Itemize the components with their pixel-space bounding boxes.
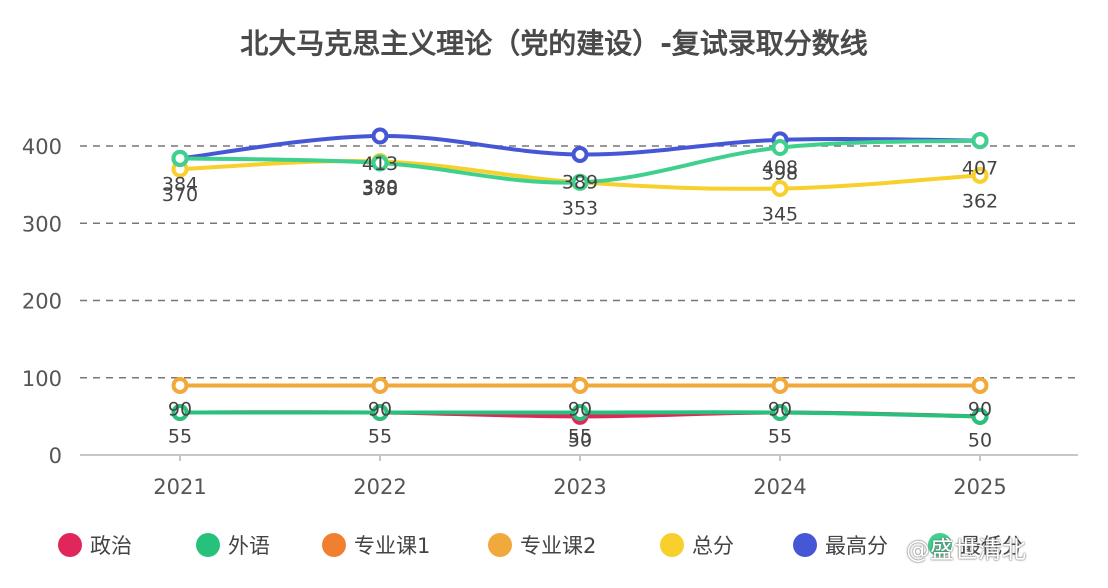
legend-item[interactable]: 政治 bbox=[58, 533, 132, 558]
chart-title: 北大马克思主义理论（党的建设）-复试录取分数线 bbox=[240, 27, 868, 60]
data-label: 407 bbox=[962, 158, 998, 180]
legend-swatch bbox=[58, 533, 82, 557]
legend-item[interactable]: 最高分 bbox=[793, 533, 888, 558]
data-point bbox=[771, 404, 789, 422]
data-point bbox=[771, 179, 789, 197]
data-label: 408 bbox=[762, 157, 798, 179]
legend-label: 政治 bbox=[90, 534, 132, 558]
data-label: 90 bbox=[568, 398, 592, 420]
data-label: 90 bbox=[168, 398, 192, 420]
legend-item[interactable]: 专业课1 bbox=[322, 533, 430, 558]
x-tick-label: 2024 bbox=[753, 475, 806, 499]
y-tick-label: 200 bbox=[22, 290, 62, 314]
data-point bbox=[171, 404, 189, 422]
watermark: @盛世清北 bbox=[906, 536, 1026, 564]
legend-swatch bbox=[322, 533, 346, 557]
legend-item[interactable]: 总分 bbox=[660, 533, 734, 558]
data-label: 55 bbox=[168, 426, 192, 448]
data-point bbox=[971, 376, 989, 394]
data-point bbox=[571, 404, 589, 422]
y-tick-label: 100 bbox=[22, 367, 62, 391]
data-point bbox=[171, 376, 189, 394]
legend-swatch bbox=[928, 533, 952, 557]
legend-swatch bbox=[660, 533, 684, 557]
data-label: 398 bbox=[762, 163, 798, 185]
legend-label: 外语 bbox=[228, 534, 270, 558]
data-point bbox=[771, 139, 789, 157]
data-label: 380 bbox=[362, 176, 398, 198]
legend-item[interactable]: 外语 bbox=[196, 533, 270, 558]
data-label: 55 bbox=[568, 426, 592, 448]
data-label: 370 bbox=[162, 184, 198, 206]
data-label: 345 bbox=[762, 203, 798, 225]
data-label: 384 bbox=[162, 173, 198, 195]
data-point bbox=[371, 154, 389, 172]
legend-swatch bbox=[488, 533, 512, 557]
data-label: 55 bbox=[768, 426, 792, 448]
data-point bbox=[971, 407, 989, 425]
legend-label: 专业课2 bbox=[520, 534, 596, 558]
axis-layer: 0 100 200 300 400 2021 2022 2023 2024 2025 bbox=[22, 135, 1078, 499]
data-label: 389 bbox=[562, 171, 598, 193]
data-point bbox=[571, 173, 589, 191]
data-point bbox=[971, 132, 989, 150]
x-tick-label: 2021 bbox=[153, 475, 206, 499]
legend-swatch bbox=[196, 533, 220, 557]
data-label: 90 bbox=[968, 398, 992, 420]
y-tick-label: 300 bbox=[22, 212, 62, 236]
data-label: 362 bbox=[962, 190, 998, 212]
x-tick-label: 2025 bbox=[953, 475, 1006, 499]
legend-item[interactable]: 最低分 bbox=[928, 533, 1023, 558]
data-point bbox=[371, 404, 389, 422]
x-tick-label: 2022 bbox=[353, 475, 406, 499]
data-point bbox=[171, 149, 189, 167]
data-label: 50 bbox=[568, 429, 592, 451]
data-label: 90 bbox=[368, 398, 392, 420]
y-tick-label: 0 bbox=[49, 444, 62, 468]
data-point bbox=[971, 166, 989, 184]
data-label: 353 bbox=[562, 197, 598, 219]
data-label: 413 bbox=[362, 153, 398, 175]
legend-swatch bbox=[793, 533, 817, 557]
data-label: 90 bbox=[768, 398, 792, 420]
data-point bbox=[571, 145, 589, 163]
legend-label: 专业课1 bbox=[354, 534, 430, 558]
legend-item[interactable]: 专业课2 bbox=[488, 533, 596, 558]
legend-label: 最高分 bbox=[825, 534, 888, 558]
y-tick-label: 400 bbox=[22, 135, 62, 159]
data-point bbox=[371, 127, 389, 145]
data-label: 55 bbox=[368, 426, 392, 448]
data-label: 50 bbox=[968, 429, 992, 451]
data-point bbox=[571, 376, 589, 394]
legend: 政治 外语 专业课1 专业课2 总分 最高分 最低分 bbox=[58, 533, 1023, 558]
legend-label: 最低分 bbox=[960, 534, 1023, 558]
data-point bbox=[771, 376, 789, 394]
legend-label: 总分 bbox=[692, 534, 734, 558]
data-label: 378 bbox=[362, 178, 398, 200]
data-point bbox=[371, 376, 389, 394]
x-tick-label: 2023 bbox=[553, 475, 606, 499]
point-layer bbox=[171, 127, 989, 425]
